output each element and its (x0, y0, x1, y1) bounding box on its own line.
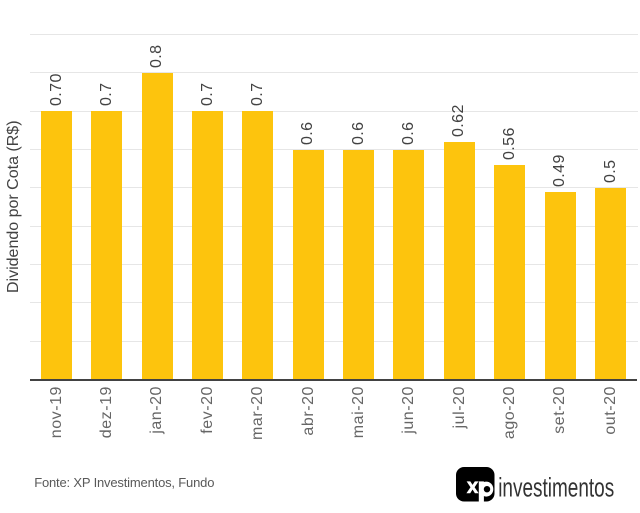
svg-text:investimentos: investimentos (498, 473, 614, 503)
